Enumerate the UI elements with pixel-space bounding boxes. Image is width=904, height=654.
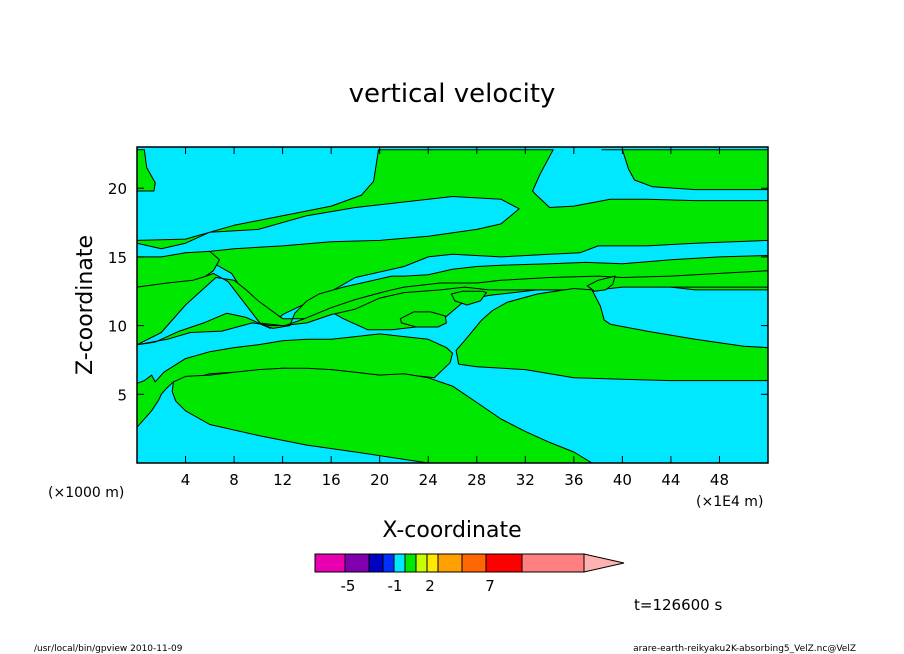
contour-region-7	[137, 333, 453, 428]
colorbar-segment	[404, 553, 417, 573]
colorbar-tick-labels: -5 -1 2 7	[341, 577, 495, 595]
footer-left: /usr/local/bin/gpview 2010-11-09	[34, 644, 183, 654]
x-tick-label: 16	[322, 471, 341, 489]
colorbar-extend-arrow	[583, 553, 625, 573]
x-tick-label: 44	[661, 471, 680, 489]
contour-region-10	[399, 311, 447, 328]
plot-frame	[136, 146, 769, 464]
y-tick-label: 10	[108, 318, 127, 336]
y-unit-label: (×1000 m)	[48, 485, 124, 501]
colorbar-segment	[393, 553, 406, 573]
x-axis-label: X-coordinate	[382, 518, 521, 543]
x-tick-label: 12	[273, 471, 292, 489]
x-tick-label: 28	[467, 471, 486, 489]
contour-region-6	[137, 270, 768, 346]
x-tick-label: 24	[419, 471, 438, 489]
y-tick-label: 15	[108, 249, 127, 267]
colorbar-segment	[415, 553, 428, 573]
y-tick-label: 5	[117, 386, 127, 404]
x-tick-label: 36	[564, 471, 583, 489]
y-axis-label: Z-coordinate	[73, 235, 98, 375]
contour-regions	[137, 149, 768, 463]
contour-region-9	[455, 288, 768, 382]
contour-region-8	[171, 367, 593, 463]
x-unit-label: (×1E4 m)	[696, 494, 763, 510]
colorbar-tick-label: -1	[388, 577, 403, 595]
colorbar-tick-label: 2	[425, 577, 435, 595]
colorbar-segment	[314, 553, 346, 573]
x-tick-label: 40	[613, 471, 632, 489]
colorbar-segment	[521, 553, 585, 573]
y-tick-label: 20	[108, 180, 127, 198]
x-tick-label: 8	[229, 471, 239, 489]
footer-right: arare-earth-reikyaku2K-absorbing5_VelZ.n…	[633, 644, 856, 654]
colorbar-segment	[344, 553, 370, 573]
colorbar-segment	[437, 553, 463, 573]
colorbar-segment	[368, 553, 384, 573]
chart-title: vertical velocity	[349, 79, 556, 109]
time-label: t=126600 s	[634, 596, 722, 614]
colorbar-segment	[426, 553, 439, 573]
contour-region-11	[450, 290, 487, 306]
colorbar-segment	[461, 553, 487, 573]
contour-region-2	[137, 149, 768, 329]
x-tick-label: 48	[710, 471, 729, 489]
colorbar-segment	[485, 553, 523, 573]
x-tick-label: 4	[181, 471, 191, 489]
colorbar-tick-label: -5	[341, 577, 356, 595]
colorbar	[314, 553, 625, 573]
x-axis-ticks: 4 8 12 16 20 24 28 32 36 40 44 48	[181, 147, 729, 489]
y-axis-ticks: 5 10 15 20	[108, 180, 768, 404]
colorbar-tick-label: 7	[485, 577, 495, 595]
contour-region-4	[601, 149, 768, 191]
contour-region-12	[586, 275, 616, 292]
x-tick-label: 20	[370, 471, 389, 489]
contour-region-1	[137, 149, 156, 192]
x-tick-label: 32	[516, 471, 535, 489]
colorbar-segment	[382, 553, 395, 573]
